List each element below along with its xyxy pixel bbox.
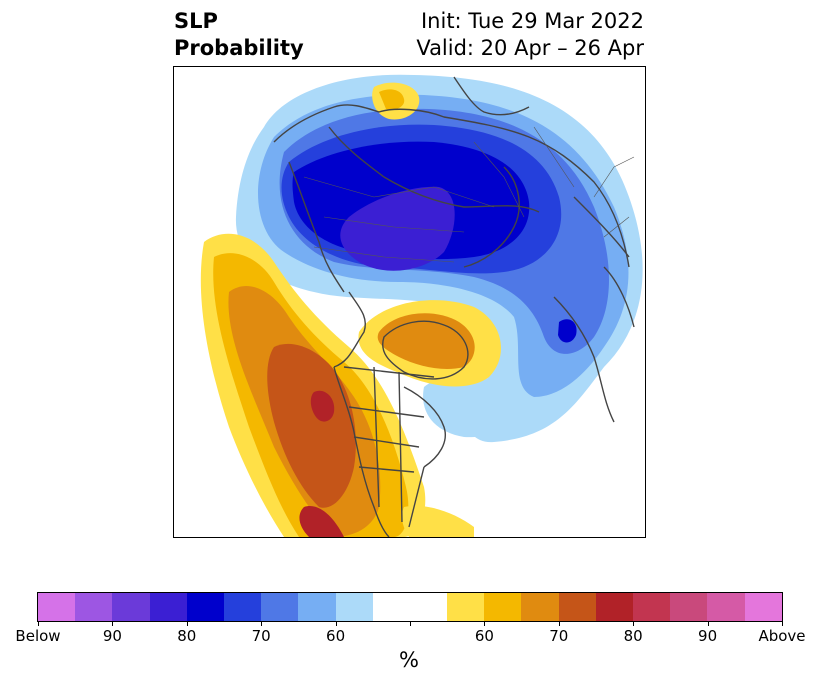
colorbar-tick-label: Below [15, 627, 61, 645]
colorbar-segment [707, 593, 745, 621]
colorbar-segment [558, 593, 596, 621]
colorbar [37, 592, 783, 622]
colorbar-tick-label: 60 [326, 627, 346, 645]
colorbar-segment [223, 593, 262, 621]
colorbar-tick [186, 621, 188, 626]
colorbar-segment [298, 593, 336, 621]
colorbar-tick [261, 621, 263, 626]
colorbar-segment [38, 593, 76, 621]
colorbar-tick-label: Above [758, 627, 806, 645]
below-normal-region [235, 74, 643, 443]
above-arctic-top-core [379, 89, 405, 110]
colorbar-tick-label: 90 [102, 627, 122, 645]
colorbar-tick [112, 621, 114, 626]
valid-period: Valid: 20 Apr – 26 Apr [416, 36, 644, 60]
colorbar-tick [782, 621, 783, 626]
title-product: Probability [174, 36, 304, 60]
colorbar-tick [484, 621, 486, 626]
country-borders [303, 126, 635, 263]
colorbar-tick [558, 621, 560, 626]
title-left: SLP Probability [174, 8, 304, 62]
colorbar-tick [38, 621, 39, 626]
colorbar-tick-label: 90 [698, 627, 718, 645]
below-90-core [340, 186, 455, 271]
colorbar-tick [707, 621, 709, 626]
colorbar-segment [521, 593, 559, 621]
map-panel [173, 66, 646, 538]
above-80-southwest [299, 506, 344, 537]
colorbar-segment [372, 593, 448, 621]
above-east-us [401, 505, 474, 537]
colorbar-segment [112, 593, 150, 621]
above-75-contour [267, 343, 356, 508]
probability-map [177, 67, 645, 537]
colorbar-tick-label: 60 [474, 627, 494, 645]
colorbar-segment [744, 593, 782, 621]
colorbar-segment [484, 593, 522, 621]
colorbar-segment [595, 593, 634, 621]
colorbar-tick [335, 621, 337, 626]
colorbar-tick-label: 80 [623, 627, 643, 645]
colorbar-segment [261, 593, 299, 621]
colorbar-tick-label: 70 [549, 627, 569, 645]
colorbar-segment [75, 593, 113, 621]
colorbar-segment [633, 593, 671, 621]
below-60-east [423, 374, 516, 438]
title-right: Init: Tue 29 Mar 2022 Valid: 20 Apr – 26… [416, 8, 644, 62]
above-80-core [310, 390, 335, 422]
init-date: Init: Tue 29 Mar 2022 [420, 9, 644, 33]
colorbar-tick-label: 70 [251, 627, 271, 645]
colorbar-segment [670, 593, 708, 621]
colorbar-segment [186, 593, 224, 621]
colorbar-tick [410, 621, 411, 626]
below-core-east [558, 319, 577, 343]
colorbar-units: % [399, 648, 419, 672]
coastlines [273, 76, 635, 537]
colorbar-segment [149, 593, 187, 621]
colorbar-segment [447, 593, 485, 621]
colorbar-tick [633, 621, 635, 626]
title-variable: SLP [174, 9, 218, 33]
colorbar-tick-label: 80 [177, 627, 197, 645]
colorbar-segment [335, 593, 373, 621]
